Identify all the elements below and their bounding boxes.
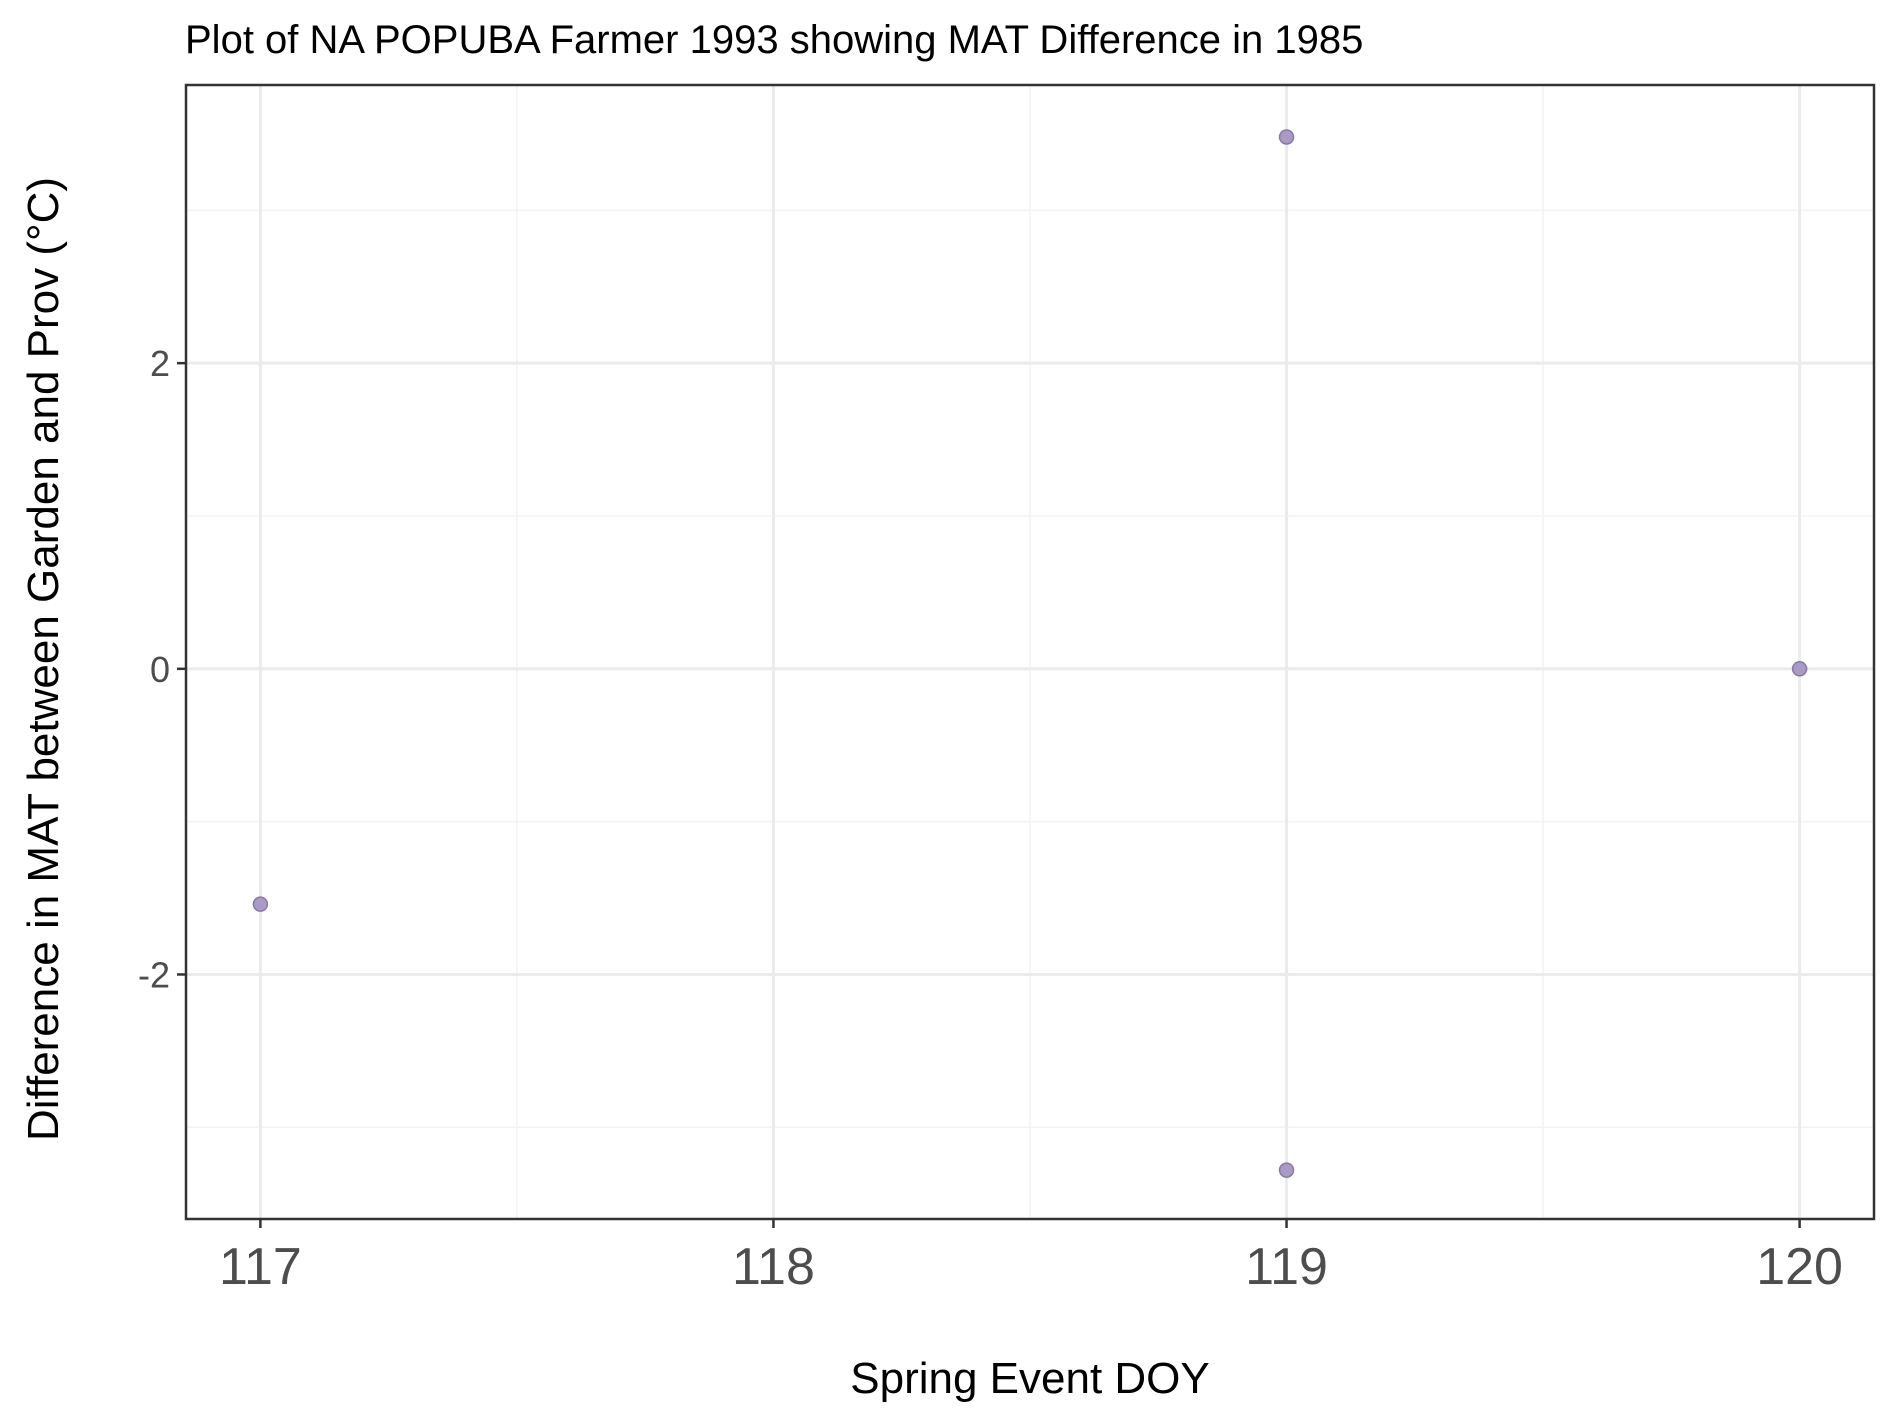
data-point [1278,1162,1295,1178]
y-tick-label: 0 [150,649,170,690]
data-points [252,129,1808,1178]
data-point [1791,661,1808,677]
x-axis-ticks: 117 118 119 120 [219,1219,1843,1296]
y-tick-label: 2 [150,343,170,384]
y-tick-label: -2 [138,954,170,995]
data-point [1278,129,1295,145]
grid-minor-lines [186,85,1874,1219]
grid-major-lines [186,85,1874,1219]
chart-title: Plot of NA POPUBA Farmer 1993 showing MA… [185,18,1363,62]
x-tick-label: 117 [219,1238,302,1296]
y-axis-title: Difference in MAT between Garden and Pro… [19,177,68,1141]
data-point [252,896,269,912]
x-tick-label: 118 [732,1238,815,1296]
y-axis-ticks: -2 0 2 [138,343,186,995]
panel-border [184,83,1876,1221]
x-tick-label: 119 [1245,1238,1328,1296]
x-tick-label: 120 [1756,1238,1843,1296]
x-axis-title: Spring Event DOY [850,1354,1210,1403]
